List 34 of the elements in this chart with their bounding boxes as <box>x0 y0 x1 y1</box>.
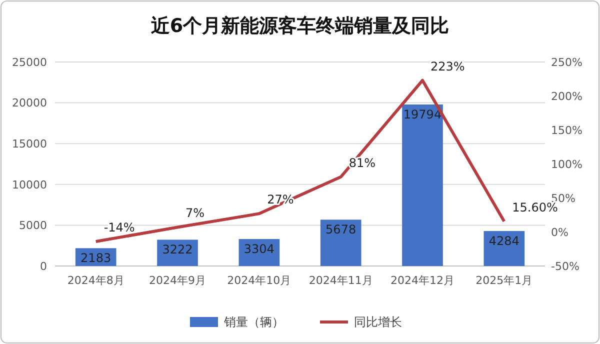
legend-label: 同比增长 <box>354 315 402 330</box>
y-tick-label: 25000 <box>12 56 47 69</box>
y-tick-label: 5000 <box>19 219 47 232</box>
y-tick-label: 0 <box>40 260 47 273</box>
y2-tick-label: 100% <box>551 158 582 171</box>
y2-tick-label: 0% <box>551 226 568 239</box>
y-tick-label: 20000 <box>12 96 47 110</box>
y2-tick-label: 200% <box>551 90 582 103</box>
y2-tick-label: 250% <box>551 56 582 69</box>
data-label: -14% <box>104 220 135 235</box>
x-tick-label: 2025年1月 <box>476 274 533 287</box>
x-tick-label: 2024年11月 <box>308 274 373 287</box>
data-label: 3222 <box>162 242 193 257</box>
data-label: 7% <box>186 206 205 220</box>
x-tick-label: 2024年10月 <box>227 274 292 287</box>
bar <box>402 104 443 266</box>
bar <box>157 240 198 266</box>
data-label: 5678 <box>326 222 356 237</box>
x-tick-label: 2024年12月 <box>390 274 454 287</box>
y2-tick-label: -50% <box>551 260 580 273</box>
data-label: 19794 <box>403 107 442 122</box>
y2-tick-label: 150% <box>551 124 582 137</box>
legend-label: 销量（辆） <box>223 315 284 330</box>
data-label: 223% <box>430 59 465 74</box>
y-tick-label: 10000 <box>12 178 47 192</box>
x-tick-label: 2024年9月 <box>149 274 206 287</box>
data-label: 2183 <box>80 251 112 266</box>
bar <box>320 220 362 266</box>
data-label: 4284 <box>488 234 520 248</box>
data-label: 3304 <box>244 242 274 256</box>
bar <box>484 231 525 266</box>
chart-title: 近6个月新能源客车终端销量及同比 <box>150 15 450 37</box>
y-tick-label: 15000 <box>12 137 47 150</box>
x-tick-label: 2024年8月 <box>67 274 124 287</box>
